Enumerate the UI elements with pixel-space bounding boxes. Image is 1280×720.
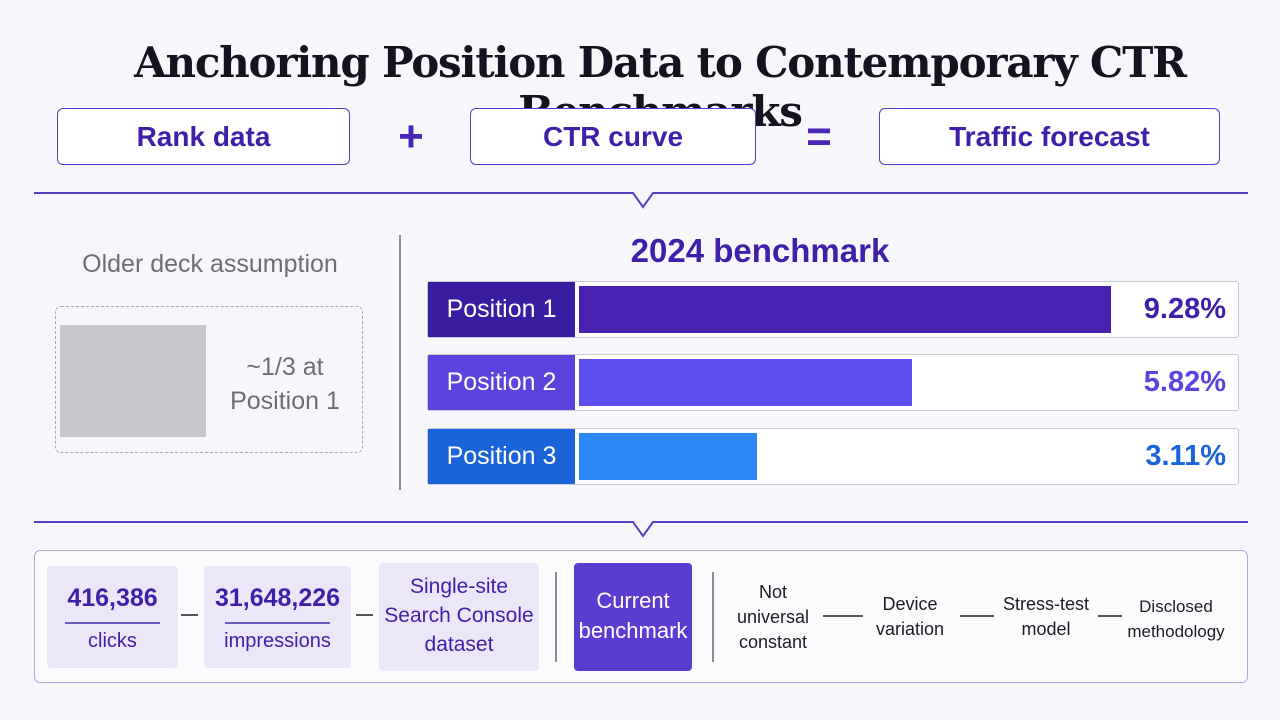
connector-dash [823,615,863,617]
ctr-curve-label: CTR curve [542,120,684,152]
dataset-line-3: dataset [424,633,494,656]
caveat-device-variation: Device variation [868,592,952,642]
dataset-line-1: Single-site [409,575,509,598]
placeholder-square [60,325,206,437]
section-separator [399,235,401,490]
current-line-1: Current [596,588,670,613]
equals-operator: = [806,111,832,161]
caveat-1-line-2: universal [736,607,810,627]
bar-fill [579,433,757,480]
caveat-3-line-1: Stress-test [1002,594,1090,614]
panel-separator [555,572,557,662]
older-note-line-1: ~1/3 at [246,353,324,381]
bar-fill [579,359,912,406]
traffic-forecast-label: Traffic forecast [949,120,1150,152]
caveat-4-line-1: Disclosed [1139,597,1213,616]
older-assumption-frame [55,306,363,453]
bar-label: Position 1 [428,282,575,337]
traffic-forecast-box: Traffic forecast [879,108,1220,165]
caveat-3-line-2: model [1021,619,1071,639]
rank-data-label: Rank data [136,120,271,152]
clicks-label: clicks [88,630,137,652]
rank-data-box: Rank data [57,108,350,165]
clicks-value: 416,386 [67,584,158,612]
clicks-card: 416,386 clicks [47,566,178,668]
bar-value-label: 5.82% [1143,366,1226,398]
older-assumption-note: ~1/3 at Position 1 [215,350,355,418]
caveat-not-universal: Not universal constant [731,580,815,655]
connector-dash [356,614,373,616]
bar-value-label: 9.28% [1143,293,1226,325]
connector-dash [960,615,994,617]
caveat-4-line-2: methodology [1127,622,1225,641]
connector-dash [181,614,198,616]
plus-operator: + [398,111,424,161]
caveat-disclosed-methodology: Disclosed methodology [1126,594,1226,644]
impressions-rule [224,622,331,624]
caveat-stress-test: Stress-test model [999,592,1093,642]
caveat-2-line-2: variation [875,619,945,639]
panel-separator [712,572,714,662]
ctr-curve-box: CTR curve [470,108,756,165]
bar-row-position-1: Position 1 9.28% [427,281,1239,338]
bar-row-position-2: Position 2 5.82% [427,354,1239,411]
current-line-2: benchmark [578,618,688,643]
dataset-line-2: Search Console [384,604,534,627]
impressions-card: 31,648,226 impressions [204,566,351,668]
caveat-1-line-1: Not [758,582,787,602]
dataset-card: Single-site Search Console dataset [379,563,539,671]
caveat-1-line-3: constant [738,632,808,652]
bar-fill [579,286,1111,333]
current-benchmark-card: Current benchmark [574,563,692,671]
connector-dash [1098,615,1122,617]
bar-label: Position 2 [428,355,575,410]
caveat-2-line-1: Device [882,594,938,614]
older-note-line-2: Position 1 [230,387,340,415]
clicks-rule [65,622,160,624]
upper-divider-line [34,192,1248,209]
bar-label: Position 3 [428,429,575,484]
bar-value-label: 3.11% [1145,440,1226,472]
lower-divider-line [34,521,1248,538]
impressions-value: 31,648,226 [214,584,341,612]
benchmark-title: 2024 benchmark [630,232,890,269]
impressions-label: impressions [224,630,331,652]
bar-row-position-3: Position 3 3.11% [427,428,1239,485]
older-assumption-title: Older deck assumption [82,250,338,278]
